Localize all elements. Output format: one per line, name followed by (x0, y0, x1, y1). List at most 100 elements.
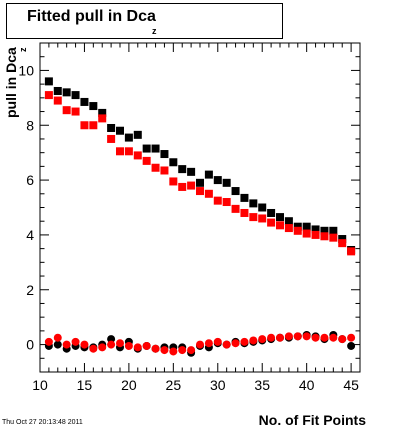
data-point-circle (44, 337, 53, 346)
data-point-square (71, 91, 80, 100)
data-point-square (142, 144, 151, 153)
data-point-square (231, 187, 240, 196)
data-point-circle (284, 332, 293, 341)
data-point-circle (151, 344, 160, 353)
chart-marks (44, 77, 356, 357)
data-point-circle (62, 340, 71, 349)
data-point-circle (98, 343, 107, 352)
data-point-circle (249, 336, 258, 345)
data-point-square (213, 176, 222, 185)
data-point-square (133, 151, 142, 160)
data-point-square (44, 91, 53, 100)
y-tick-label: 10 (18, 62, 34, 78)
data-point-square (187, 181, 196, 190)
x-tick-label: 20 (121, 377, 137, 393)
data-point-square (302, 222, 311, 231)
data-point-square (204, 189, 213, 198)
y-tick-label: 8 (26, 117, 34, 133)
data-point-square (169, 177, 178, 186)
x-tick-label: 45 (343, 377, 359, 393)
data-point-square (267, 208, 276, 217)
data-point-circle (329, 333, 338, 342)
data-point-square (196, 178, 204, 187)
chart-title: Fitted pull in Dca (27, 8, 156, 25)
data-point-circle (347, 333, 356, 342)
data-point-square (124, 147, 133, 156)
data-point-circle (231, 339, 240, 348)
chart-title-subscript: z (152, 26, 157, 36)
data-point-square (124, 133, 133, 142)
data-point-circle (71, 337, 80, 346)
data-point-circle (160, 346, 169, 355)
data-point-square (249, 199, 258, 208)
data-point-square (151, 163, 160, 172)
data-point-square (89, 102, 98, 111)
data-point-square (240, 208, 249, 217)
data-point-square (178, 182, 187, 191)
data-point-square (142, 156, 151, 165)
data-point-circle (142, 341, 151, 350)
data-point-circle (133, 343, 142, 352)
data-point-square (320, 232, 329, 241)
data-point-circle (302, 332, 311, 341)
data-point-square (222, 198, 231, 207)
x-axis-label: No. of Fit Points (258, 412, 366, 428)
data-point-square (213, 196, 222, 205)
x-tick-label: 35 (254, 377, 270, 393)
data-point-circle (53, 333, 62, 342)
x-tick-label: 25 (166, 377, 182, 393)
y-axis-label-subscript: z (18, 47, 28, 53)
data-point-square (187, 167, 196, 176)
data-point-square (53, 96, 62, 105)
data-point-circle (276, 333, 284, 342)
data-point-circle (222, 340, 231, 349)
data-point-square (293, 222, 302, 231)
data-point-square (338, 235, 347, 244)
data-point-square (62, 88, 71, 97)
data-point-square (107, 123, 116, 132)
chart-title-box: Fitted pull in Dca z (6, 3, 283, 39)
data-point-square (151, 144, 160, 153)
y-tick-label: 4 (26, 227, 34, 243)
data-point-square (133, 130, 142, 139)
data-point-square (284, 224, 293, 233)
data-point-square (71, 107, 80, 116)
x-tick-label: 15 (77, 377, 93, 393)
data-point-square (276, 213, 284, 222)
data-point-square (178, 165, 187, 174)
data-point-circle (347, 341, 356, 350)
timestamp: Thu Oct 27 20:13:48 2011 (2, 419, 83, 426)
data-point-square (276, 221, 284, 230)
data-point-square (231, 204, 240, 213)
data-point-circle (213, 337, 222, 346)
data-point-square (302, 229, 311, 238)
x-tick-label: 40 (299, 377, 315, 393)
data-point-square (98, 114, 107, 123)
data-point-square (267, 218, 276, 227)
data-point-square (116, 126, 124, 135)
data-point-square (107, 134, 116, 143)
data-point-square (160, 166, 169, 175)
data-point-square (44, 77, 53, 86)
x-tick-label: 30 (210, 377, 226, 393)
data-point-circle (124, 341, 133, 350)
plot-frame (39, 42, 361, 373)
data-point-square (311, 225, 320, 234)
data-point-circle (80, 340, 89, 349)
data-point-circle (116, 339, 124, 348)
data-point-square (222, 178, 231, 187)
x-tick-label: 10 (32, 377, 48, 393)
data-point-circle (338, 335, 347, 344)
chart-axes: 10 15 20 25 30 35 40 45 0 2 4 6 8 10 (18, 42, 361, 393)
data-point-square (89, 121, 98, 130)
data-point-square (320, 226, 329, 235)
data-point-square (249, 213, 258, 222)
data-point-circle (320, 333, 329, 342)
data-point-square (338, 239, 347, 248)
data-point-square (240, 193, 249, 202)
data-point-circle (311, 333, 320, 342)
data-point-circle (89, 344, 98, 353)
data-point-square (204, 170, 213, 179)
data-point-square (196, 187, 204, 196)
